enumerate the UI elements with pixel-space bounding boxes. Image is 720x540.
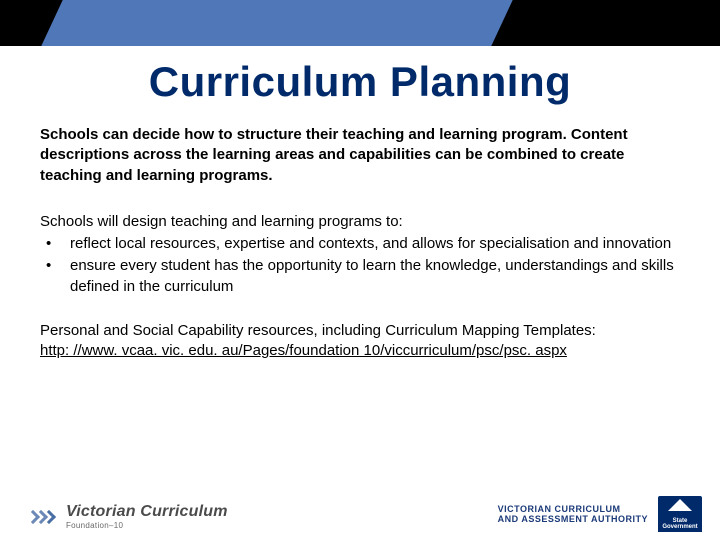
intro-paragraph: Schools can decide how to structure thei… [40,125,680,186]
vcaa-line2: AND ASSESSMENT AUTHORITY [498,514,648,524]
lead-line: Schools will design teaching and learnin… [40,212,680,232]
resources-line: Personal and Social Capability resources… [40,321,680,341]
footer: Victorian Curriculum Foundation–10 VICTO… [0,480,720,540]
logo-sub-text: Foundation–10 [66,521,228,530]
header-blue-accent [41,0,512,46]
logo-chevrons-icon [28,512,52,522]
list-item: reflect local resources, expertise and c… [40,234,680,254]
vic-state-label: State Government [658,518,702,530]
resource-link[interactable]: http: //www. vcaa. vic. edu. au/Pages/fo… [40,342,567,359]
page-title: Curriculum Planning [0,58,720,106]
logo-main-text: Victorian Curriculum [66,503,228,521]
vcaa-line1: VICTORIAN CURRICULUM [498,504,648,514]
vcaa-logo-block: VICTORIAN CURRICULUM AND ASSESSMENT AUTH… [498,496,702,532]
vcaa-text: VICTORIAN CURRICULUM AND ASSESSMENT AUTH… [498,504,648,525]
list-item: ensure every student has the opportunity… [40,256,680,297]
victoria-state-logo-icon: State Government [658,496,702,532]
victorian-curriculum-logo: Victorian Curriculum Foundation–10 [28,503,228,530]
content-region: Schools can decide how to structure thei… [40,125,680,361]
bullet-list: reflect local resources, expertise and c… [40,234,680,297]
